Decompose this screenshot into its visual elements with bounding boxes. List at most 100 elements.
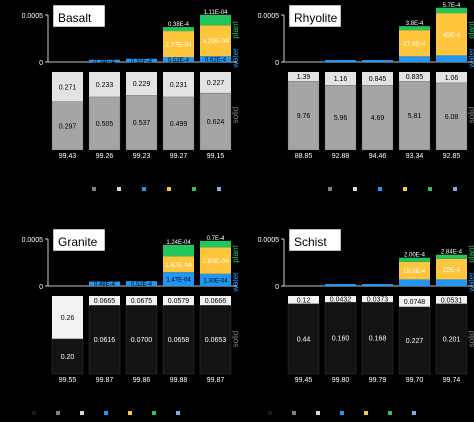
legend-swatch (412, 411, 416, 415)
solid-bottom-bar (162, 305, 195, 375)
legend-swatch (104, 411, 108, 415)
solid-top-label: 0.12 (297, 297, 311, 304)
exchangeable-bar (163, 31, 194, 58)
legend-swatch (142, 187, 146, 191)
water-bar (325, 284, 356, 286)
y-tick-label: 0.0005 (22, 13, 44, 20)
solid-bottom-label: 0.0700 (131, 337, 153, 344)
column-total-label: 99.86 (133, 377, 151, 384)
legend-swatch (192, 187, 196, 191)
solid-top-label: 0.0748 (404, 299, 426, 306)
legend-swatch (388, 411, 392, 415)
solid-top-bar (163, 72, 194, 97)
exchangeable-bar-label: 2.80E-04 (202, 258, 229, 265)
y-tick-label: 0 (275, 284, 279, 291)
legend-swatch (328, 187, 332, 191)
water-bar (325, 60, 356, 62)
exchangeable-bar (399, 30, 430, 57)
solid-bottom-label: 0.297 (59, 123, 77, 130)
plant-axis-label: plant (231, 21, 240, 39)
solid-top-label: 0.0579 (168, 298, 190, 305)
plant-bar (399, 257, 430, 262)
exchangeable-bar-label: 3.29E-04 (202, 38, 229, 45)
solid-bottom-label: 0.624 (207, 119, 225, 126)
solid-bottom-label: 0.160 (332, 336, 350, 343)
solid-bottom-bar (199, 305, 232, 375)
exchangeable-bar (436, 13, 467, 56)
plant-axis-label: plant (231, 245, 240, 263)
plant-bar-label: 1.24E-04 (166, 240, 191, 246)
chart-title: Granite (58, 235, 98, 249)
solid-bottom-label: 0.201 (443, 336, 461, 343)
column-total-label: 99.45 (295, 377, 313, 384)
solid-bottom-label: 0.0653 (205, 337, 227, 344)
legend-swatch (128, 411, 132, 415)
water-bar (200, 273, 231, 286)
plant-bar (163, 244, 194, 257)
solid-top-bar (325, 296, 356, 303)
legend-swatch (316, 411, 320, 415)
solid-top-bar (436, 296, 467, 304)
water-bar (89, 281, 120, 286)
solid-top-bar (399, 72, 430, 82)
column-total-label: 99.88 (170, 377, 188, 384)
column-total-label: 93.34 (406, 153, 424, 160)
chart-panel-3: 0.0005 0 Granite 0.26 0.20 99.55 0.48E-4 0.0665… (22, 228, 240, 415)
solid-bottom-label: 0.168 (369, 336, 387, 343)
solid-bottom-bar (398, 81, 431, 151)
y-tick-label: 0 (39, 60, 43, 67)
plant-bar-label: 0.38E-4 (168, 22, 190, 28)
solid-bottom-bar (125, 305, 158, 375)
solid-bottom-label: 0.44 (297, 336, 311, 343)
column-total-label: 99.70 (406, 377, 424, 384)
column-total-label: 99.43 (59, 153, 77, 160)
legend-swatch (80, 411, 84, 415)
solid-top-bar (362, 72, 393, 86)
solid-top-bar (325, 72, 356, 86)
water-bar-label: 0.48E-4 (94, 282, 116, 288)
exchangeable-bar-label: 45E-4 (443, 32, 461, 39)
chart-title: Rhyolite (294, 11, 338, 25)
solid-top-label: 1.06 (445, 75, 459, 82)
chart-title: Schist (294, 235, 327, 249)
chart-panel-4: 0.0005 0 Schist 0.12 0.44 99.45 0.0432 0.160 99.… (258, 228, 474, 415)
y-tick-label: 0.0005 (258, 237, 280, 244)
plant-bar (436, 7, 467, 14)
legend-swatch (32, 411, 36, 415)
y-tick-label: 0.0005 (22, 237, 44, 244)
solid-top-label: 0.0432 (330, 297, 352, 304)
water-bar (163, 57, 194, 62)
exchangeable-bar (436, 258, 467, 280)
water-bar (399, 279, 430, 286)
legend-swatch (403, 187, 407, 191)
column-total-label: 99.15 (207, 153, 225, 160)
plant-bar-label: 0.7E-4 (207, 236, 225, 242)
solid-top-bar (288, 72, 319, 82)
column-total-label: 99.87 (207, 377, 225, 384)
column-total-label: 92.85 (443, 153, 461, 160)
water-bar (436, 279, 467, 286)
solid-bottom-bar (125, 95, 158, 151)
solid-top-bar (436, 72, 467, 83)
legend-swatch (152, 411, 156, 415)
water-bar (200, 56, 231, 62)
solid-bottom-bar (435, 82, 468, 151)
solid-top-bar (163, 296, 194, 306)
water-bar-label: 0.24E-4 (94, 59, 116, 65)
water-bar (436, 55, 467, 62)
solid-top-bar (399, 296, 430, 307)
column-total-label: 94.46 (369, 153, 387, 160)
solid-top-label: 0.233 (96, 82, 114, 89)
legend-swatch (176, 411, 180, 415)
solid-top-bar (288, 296, 319, 304)
column-total-label: 92.88 (332, 153, 350, 160)
solid-bottom-label: 6.08 (445, 114, 459, 121)
solid-bottom-bar (51, 101, 84, 151)
exchangeable-bar (399, 261, 430, 280)
chart-title-box (288, 4, 342, 28)
legend-swatch (364, 411, 368, 415)
legend-swatch (292, 411, 296, 415)
solid-top-bar (362, 296, 393, 303)
solid-bottom-bar (51, 338, 84, 375)
solid-bottom-bar (199, 92, 232, 151)
